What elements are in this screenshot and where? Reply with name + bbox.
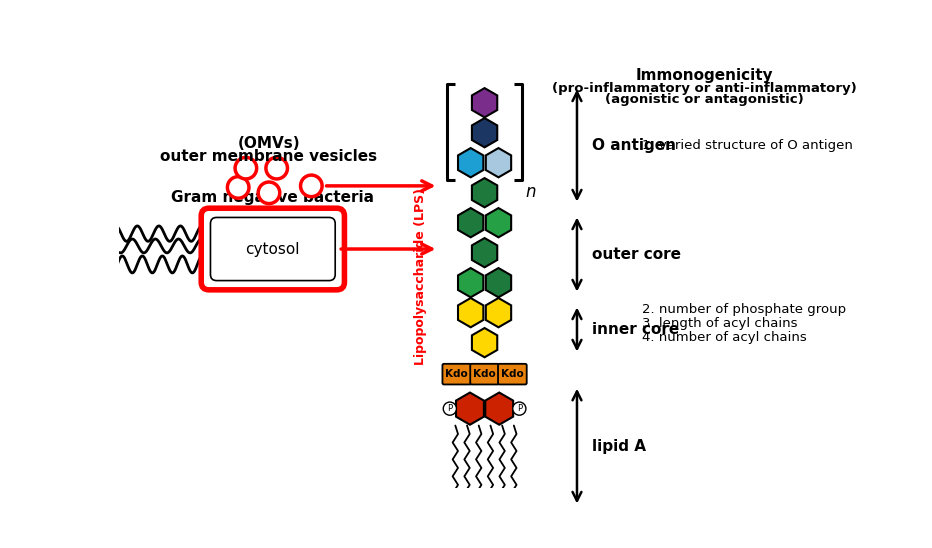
Text: (agonistic or antagonistic): (agonistic or antagonistic) (605, 94, 803, 106)
Text: 1. varied structure of O antigen: 1. varied structure of O antigen (642, 139, 854, 152)
FancyBboxPatch shape (201, 208, 345, 290)
Text: P: P (447, 404, 452, 413)
Polygon shape (458, 298, 484, 327)
Polygon shape (458, 268, 484, 298)
Circle shape (513, 402, 526, 415)
Text: 4. number of acyl chains: 4. number of acyl chains (642, 331, 807, 344)
Circle shape (266, 157, 287, 179)
Polygon shape (486, 298, 511, 327)
FancyBboxPatch shape (211, 218, 336, 281)
Text: Kdo: Kdo (501, 369, 524, 379)
Polygon shape (486, 148, 511, 178)
Text: Lipopolysaccharide (LPS): Lipopolysaccharide (LPS) (414, 189, 427, 365)
Polygon shape (472, 178, 498, 207)
FancyBboxPatch shape (471, 364, 499, 385)
Circle shape (300, 175, 322, 197)
Polygon shape (472, 238, 498, 267)
Text: outer membrane vesicles: outer membrane vesicles (160, 149, 377, 164)
Text: P: P (516, 404, 522, 413)
FancyBboxPatch shape (443, 364, 471, 385)
Text: O antigen: O antigen (593, 138, 677, 153)
Circle shape (235, 157, 256, 179)
FancyBboxPatch shape (498, 364, 527, 385)
Circle shape (444, 402, 457, 415)
Text: 3. length of acyl chains: 3. length of acyl chains (642, 317, 798, 330)
Text: (OMVs): (OMVs) (238, 136, 300, 151)
Text: Kdo: Kdo (473, 369, 496, 379)
Polygon shape (486, 268, 511, 298)
Polygon shape (458, 208, 484, 237)
Polygon shape (486, 208, 511, 237)
Text: cytosol: cytosol (245, 242, 300, 256)
Polygon shape (456, 392, 484, 425)
Text: inner core: inner core (593, 322, 679, 337)
Circle shape (227, 176, 249, 198)
Polygon shape (486, 392, 514, 425)
Polygon shape (472, 328, 498, 357)
Polygon shape (472, 88, 498, 117)
Text: n: n (526, 184, 536, 201)
Text: (pro-inflammatory or anti-inflammatory): (pro-inflammatory or anti-inflammatory) (552, 82, 857, 95)
Text: 2. number of phosphate group: 2. number of phosphate group (642, 304, 846, 316)
Text: Kdo: Kdo (445, 369, 468, 379)
Polygon shape (472, 118, 498, 147)
Text: Immonogenicity: Immonogenicity (636, 68, 773, 83)
Text: lipid A: lipid A (593, 438, 647, 454)
Text: Gram negative bacteria: Gram negative bacteria (171, 190, 375, 205)
Text: outer core: outer core (593, 247, 681, 262)
Polygon shape (458, 148, 484, 178)
Circle shape (258, 182, 280, 204)
